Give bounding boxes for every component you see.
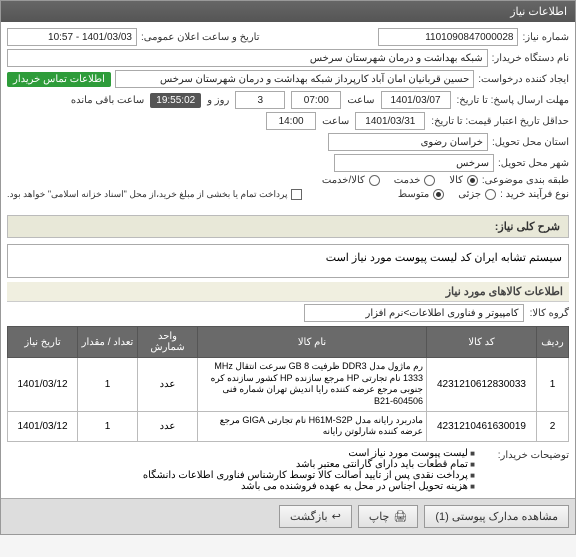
panel-title: اطلاعات نیاز (1, 1, 575, 22)
cell-date: 1401/03/12 (8, 411, 78, 441)
table-header-row: ردیف کد کالا نام کالا واحد شمارش تعداد /… (8, 327, 569, 358)
contact-badge[interactable]: اطلاعات تماس خریدار (7, 72, 111, 87)
attachments-button[interactable]: مشاهده مدارک پیوستی (1) (424, 505, 569, 528)
group-label: گروه کالا: (530, 308, 569, 319)
announce-label: تاریخ و ساعت اعلان عمومی: (141, 32, 260, 43)
need-no-label: شماره نیاز: (522, 32, 569, 43)
reply-time-field: 07:00 (291, 91, 341, 109)
cell-code: 4231210612830033 (427, 358, 537, 412)
cell-name: رم ماژول مدل DDR3 ظرفیت GB 8 سرعت انتقال… (198, 358, 427, 412)
radio-icon (433, 189, 444, 200)
col-qty: تعداد / مقدار (78, 327, 138, 358)
days-label: روز و (207, 95, 229, 106)
proc-mid-radio[interactable]: متوسط (398, 189, 444, 200)
note-item: پرداخت نقدی پس از تایید اصالت کالا توسط … (143, 470, 475, 481)
col-name: نام کالا (198, 327, 427, 358)
days-field: 3 (235, 91, 285, 109)
attachments-label: مشاهده مدارک پیوستی (1) (435, 510, 558, 523)
province-field: خراسان رضوی (328, 133, 488, 151)
form-area: شماره نیاز: 1101090847000028 تاریخ و ساع… (1, 22, 575, 209)
announce-field: 1401/03/03 - 10:57 (7, 28, 137, 46)
cell-idx: 1 (537, 358, 569, 412)
proc-low-radio[interactable]: جزئی (458, 189, 496, 200)
cell-unit: عدد (138, 411, 198, 441)
cell-code: 4231210461630019 (427, 411, 537, 441)
category-radio-group: کالا خدمت کالا/خدمت (322, 175, 478, 186)
time-label-2: ساعت (322, 116, 349, 127)
requester-label: ایجاد کننده درخواست: (478, 74, 569, 85)
proc-low-label: جزئی (458, 189, 481, 200)
cat-service-label: خدمت (394, 175, 421, 186)
cat-goods-service-radio[interactable]: کالا/خدمت (322, 175, 380, 186)
validity-date-field: 1401/03/31 (355, 112, 425, 130)
cell-qty: 1 (78, 358, 138, 412)
notes-list: لیست پیوست مورد نیاز استتمام قطعات باید … (143, 448, 485, 492)
cat-goods-radio[interactable]: کالا (449, 175, 478, 186)
process-radio-group: جزئی متوسط (398, 189, 496, 200)
need-no-field: 1101090847000028 (378, 28, 518, 46)
payment-checkbox[interactable] (291, 189, 302, 200)
validity-label: حداقل تاریخ اعتبار قیمت: تا تاریخ: (431, 116, 569, 127)
goods-section-title: اطلاعات کالاهای مورد نیاز (7, 282, 569, 302)
cell-qty: 1 (78, 411, 138, 441)
radio-icon (424, 175, 435, 186)
table-row: 14231210612830033رم ماژول مدل DDR3 ظرفیت… (8, 358, 569, 412)
requester-field: حسین قربانیان امان آباد کارپرداز شبکه به… (115, 70, 474, 88)
reply-deadline-label: مهلت ارسال پاسخ: تا تاریخ: (457, 95, 569, 106)
note-item: هزینه تحویل اجناس در محل به عهده فروشنده… (143, 481, 475, 492)
buyer-notes: توضیحات خریدار: لیست پیوست مورد نیاز است… (7, 448, 569, 492)
city-field: سرخس (334, 154, 494, 172)
note-item: تمام قطعات باید دارای گارانتی معتبر باشد (143, 459, 475, 470)
process-label: نوع فرآیند خرید : (500, 189, 569, 200)
cat-goods-service-label: کالا/خدمت (322, 175, 365, 186)
remain-time-badge: 19:55:02 (150, 93, 201, 108)
print-label: چاپ (369, 510, 390, 523)
buyer-org-field: شبکه بهداشت و درمان شهرستان سرخس (7, 49, 488, 67)
radio-icon (369, 175, 380, 186)
col-row: ردیف (537, 327, 569, 358)
goods-table: ردیف کد کالا نام کالا واحد شمارش تعداد /… (7, 326, 569, 442)
province-label: استان محل تحویل: (492, 137, 569, 148)
group-field: کامپیوتر و فناوری اطلاعات>نرم افزار (304, 304, 524, 322)
desc-header-label: شرح کلی نیاز: (7, 215, 569, 238)
buyer-org-label: نام دستگاه خریدار: (492, 53, 569, 64)
col-date: تاریخ نیاز (8, 327, 78, 358)
back-button[interactable]: بازگشت (279, 505, 352, 528)
remain-suffix: ساعت باقی مانده (71, 95, 144, 106)
cell-idx: 2 (537, 411, 569, 441)
note-item: لیست پیوست مورد نیاز است (143, 448, 475, 459)
city-label: شهر محل تحویل: (498, 158, 569, 169)
col-unit: واحد شمارش (138, 327, 198, 358)
reply-date-field: 1401/03/07 (381, 91, 451, 109)
back-label: بازگشت (290, 510, 328, 523)
validity-time-field: 14:00 (266, 112, 316, 130)
radio-icon (485, 189, 496, 200)
cat-goods-label: کالا (449, 175, 463, 186)
proc-mid-label: متوسط (398, 189, 429, 200)
desc-text: سیستم تشابه ایران کد لیست پیوست مورد نیا… (7, 244, 569, 278)
category-label: طبقه بندی موضوعی: (482, 175, 569, 186)
cell-unit: عدد (138, 358, 198, 412)
table-row: 24231210461630019مادربرد رایانه مدل H61M… (8, 411, 569, 441)
need-info-panel: اطلاعات نیاز شماره نیاز: 110109084700002… (0, 0, 576, 535)
buyer-notes-label: توضیحات خریدار: (489, 448, 569, 461)
footer-bar: مشاهده مدارک پیوستی (1) چاپ بازگشت (1, 498, 575, 534)
cell-date: 1401/03/12 (8, 358, 78, 412)
payment-note: پرداخت تمام یا بخشی از مبلغ خرید،از محل … (7, 189, 287, 200)
col-code: کد کالا (427, 327, 537, 358)
print-icon (393, 510, 407, 523)
cat-service-radio[interactable]: خدمت (394, 175, 436, 186)
cell-name: مادربرد رایانه مدل H61M-S2P نام تجارتی G… (198, 411, 427, 441)
back-icon (332, 510, 341, 523)
time-label-1: ساعت (347, 95, 374, 106)
radio-icon (467, 175, 478, 186)
print-button[interactable]: چاپ (358, 505, 418, 528)
